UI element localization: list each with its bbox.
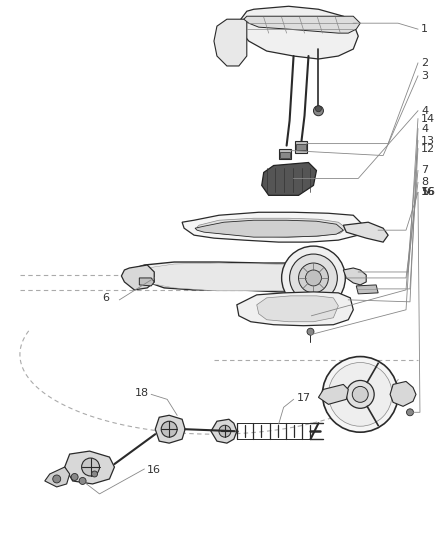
Circle shape — [352, 386, 368, 402]
Text: 2: 2 — [421, 58, 428, 68]
Polygon shape — [318, 384, 348, 405]
Text: 6: 6 — [102, 293, 110, 303]
Polygon shape — [211, 419, 237, 443]
Text: 16: 16 — [147, 465, 161, 475]
Text: 4: 4 — [421, 106, 428, 116]
Text: 13: 13 — [421, 135, 435, 146]
Text: 16: 16 — [421, 188, 435, 197]
Polygon shape — [356, 285, 378, 294]
Text: 3: 3 — [421, 71, 428, 81]
Polygon shape — [45, 467, 70, 487]
Polygon shape — [279, 151, 290, 158]
Polygon shape — [129, 262, 326, 292]
Text: 16: 16 — [422, 188, 436, 197]
Circle shape — [304, 309, 312, 317]
Polygon shape — [214, 19, 247, 66]
Circle shape — [92, 471, 98, 477]
Text: 14: 14 — [421, 114, 435, 124]
Text: 5: 5 — [421, 188, 428, 197]
Polygon shape — [155, 415, 185, 443]
Text: 17: 17 — [297, 393, 311, 403]
Circle shape — [315, 106, 321, 112]
Circle shape — [322, 357, 398, 432]
Polygon shape — [197, 218, 346, 237]
Polygon shape — [279, 149, 290, 158]
Circle shape — [219, 425, 231, 437]
Polygon shape — [244, 16, 360, 33]
Polygon shape — [295, 141, 307, 152]
Circle shape — [161, 421, 177, 437]
Polygon shape — [343, 268, 366, 285]
Polygon shape — [257, 296, 338, 322]
Text: 8: 8 — [421, 177, 428, 188]
Polygon shape — [343, 222, 388, 242]
Circle shape — [328, 362, 392, 426]
Polygon shape — [262, 163, 317, 196]
Circle shape — [81, 458, 99, 476]
Polygon shape — [296, 143, 306, 150]
Circle shape — [346, 381, 374, 408]
Circle shape — [290, 254, 337, 302]
Polygon shape — [65, 451, 114, 484]
Circle shape — [306, 270, 321, 286]
Text: 18: 18 — [134, 389, 148, 398]
Text: 7: 7 — [421, 165, 428, 175]
Polygon shape — [131, 263, 326, 291]
Polygon shape — [182, 212, 363, 242]
Circle shape — [299, 263, 328, 293]
Circle shape — [406, 409, 413, 416]
Circle shape — [282, 246, 345, 310]
Circle shape — [314, 106, 323, 116]
Text: 4: 4 — [421, 124, 428, 134]
Polygon shape — [237, 292, 353, 326]
Polygon shape — [139, 278, 154, 286]
Circle shape — [53, 475, 61, 483]
Polygon shape — [121, 265, 154, 290]
Text: 12: 12 — [421, 143, 435, 154]
Circle shape — [307, 328, 314, 335]
Circle shape — [71, 473, 78, 480]
Text: 1: 1 — [421, 24, 428, 34]
Circle shape — [79, 478, 86, 484]
Polygon shape — [239, 6, 358, 59]
Polygon shape — [390, 382, 416, 406]
Polygon shape — [195, 220, 343, 237]
